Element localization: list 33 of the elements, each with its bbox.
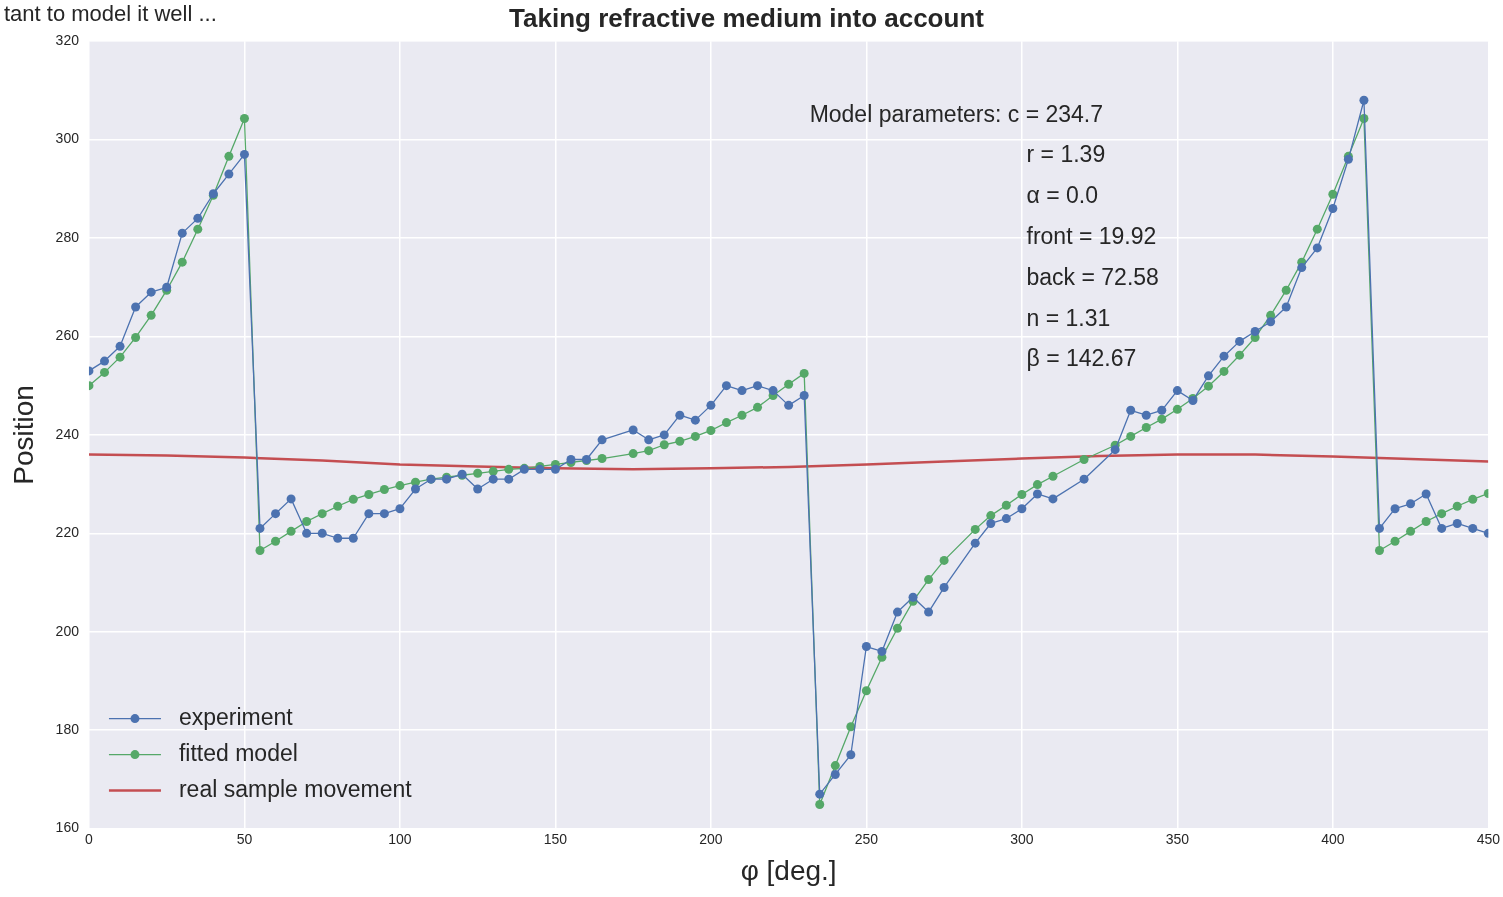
annotation: r = 1.39: [1026, 141, 1106, 168]
x-tick-label: 50: [236, 830, 253, 847]
y-tick-label: 240: [55, 425, 80, 442]
chart-subtitle: tant to model it well ...: [4, 1, 217, 27]
y-tick-label: 300: [55, 130, 80, 147]
annotation: front = 19.92: [1026, 222, 1157, 249]
legend-label: experiment: [178, 703, 294, 730]
legend-label: fitted model: [178, 739, 298, 766]
y-tick-label: 320: [55, 32, 80, 49]
x-axis-title: φ [deg.]: [740, 854, 837, 886]
y-tick-label: 260: [55, 327, 80, 344]
y-tick-label: 200: [55, 622, 80, 639]
x-tick-label: 0: [85, 830, 94, 847]
x-tick-label: 150: [543, 830, 568, 847]
x-tick-label: 200: [699, 830, 723, 847]
legend-label: real sample movement: [178, 775, 413, 802]
x-tick-label: 400: [1321, 830, 1345, 847]
annotation: α = 0.0: [1026, 182, 1099, 209]
y-tick-label: 280: [55, 228, 80, 245]
x-tick-label: 350: [1165, 830, 1190, 847]
x-tick-label: 100: [388, 830, 412, 847]
x-tick-label: 300: [1010, 830, 1034, 847]
y-axis-title: Position: [7, 385, 39, 485]
annotation: back = 72.58: [1026, 263, 1159, 290]
y-tick-label: 160: [55, 819, 80, 836]
annotation: n = 1.31: [1026, 304, 1111, 331]
annotation: β = 142.67: [1026, 345, 1137, 372]
chart-title: Taking refractive medium into account: [509, 2, 985, 33]
x-tick-label: 450: [1476, 830, 1501, 847]
annotation: Model parameters: c = 234.7: [809, 100, 1104, 127]
y-tick-label: 220: [55, 524, 80, 541]
x-tick-label: 250: [854, 830, 879, 847]
y-tick-label: 180: [55, 721, 80, 738]
